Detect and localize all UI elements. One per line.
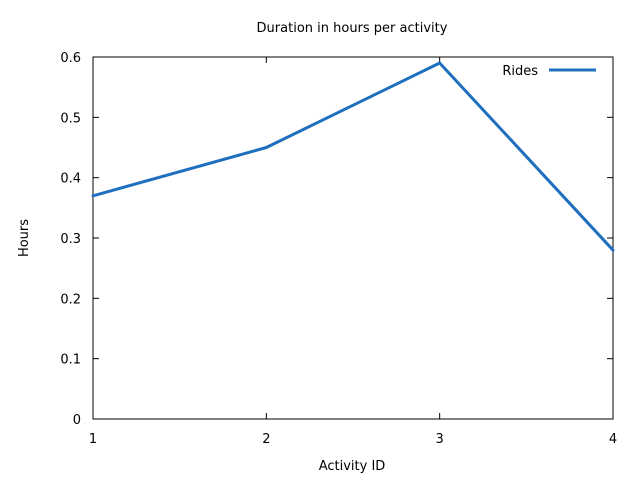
y-axis: 0 0.1 0.2 0.3 0.4 0.5 0.6 bbox=[60, 51, 613, 428]
series-line-rides bbox=[92, 61, 615, 252]
y-tick-label: 0.6 bbox=[60, 51, 81, 66]
x-tick-label: 2 bbox=[262, 432, 270, 447]
data-point bbox=[438, 61, 442, 65]
x-tick-label: 3 bbox=[436, 432, 444, 447]
x-axis: 1 2 3 4 bbox=[89, 57, 617, 447]
y-axis-label: Hours bbox=[17, 219, 32, 257]
legend-label-rides: Rides bbox=[502, 64, 538, 79]
y-tick-label: 0.5 bbox=[60, 111, 81, 126]
chart-title: Duration in hours per activity bbox=[257, 21, 448, 36]
x-tick-label: 4 bbox=[609, 432, 617, 447]
legend: Rides bbox=[502, 64, 596, 79]
y-tick-label: 0.3 bbox=[60, 232, 81, 247]
series-layer bbox=[91, 61, 615, 252]
x-axis-label: Activity ID bbox=[319, 459, 386, 474]
data-point bbox=[264, 146, 268, 149]
y-tick-label: 0.4 bbox=[60, 172, 81, 187]
y-tick-label: 0.2 bbox=[60, 292, 81, 307]
data-point bbox=[91, 194, 95, 198]
x-tick-label: 1 bbox=[89, 432, 97, 447]
y-tick-label: 0.1 bbox=[60, 353, 81, 368]
data-point bbox=[611, 248, 615, 252]
y-tick-label: 0 bbox=[73, 413, 81, 428]
plot-frame bbox=[92, 56, 614, 420]
